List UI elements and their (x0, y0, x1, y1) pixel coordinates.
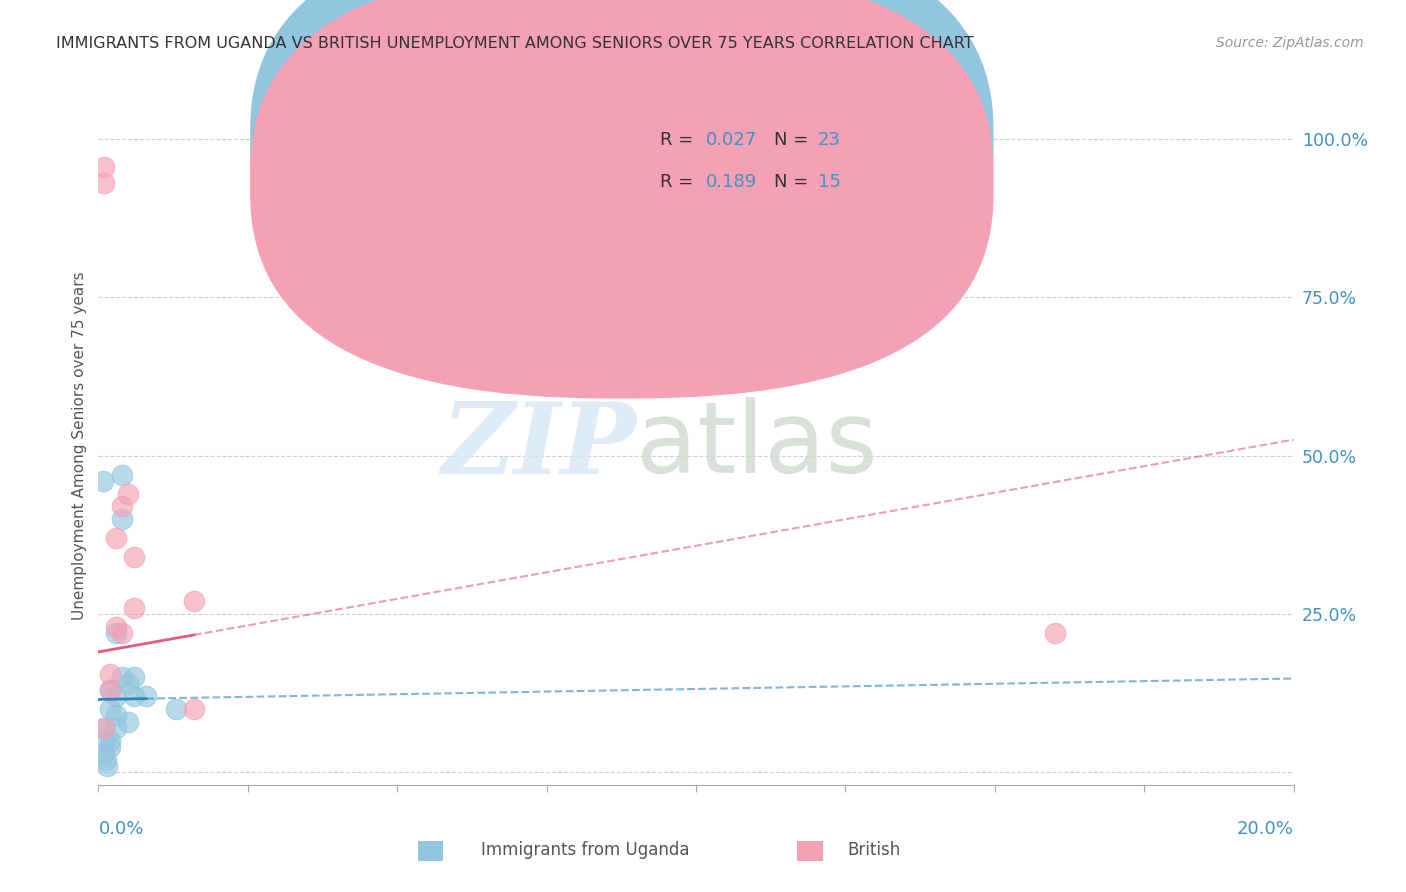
Point (98, 667, 122, 681)
Point (183, 594, 205, 608)
Text: 0.027: 0.027 (706, 130, 756, 149)
Y-axis label: Unemployment Among Seniors over 75 years: Unemployment Among Seniors over 75 years (72, 272, 87, 620)
Text: 15: 15 (818, 173, 841, 191)
Point (91, 474, 114, 488)
Point (93, 733, 115, 747)
Text: 20.0%: 20.0% (1237, 820, 1294, 838)
Text: 0.189: 0.189 (706, 173, 756, 191)
Text: British: British (848, 841, 901, 859)
Point (111, 670, 134, 684)
Point (93, 176, 115, 190)
Point (96, 759, 118, 773)
Point (98, 702, 122, 716)
Text: N =: N = (773, 173, 814, 191)
Point (135, 690, 157, 704)
Point (117, 714, 139, 729)
Point (105, 708, 128, 723)
Point (183, 702, 205, 716)
Point (124, 690, 146, 704)
Point (105, 721, 128, 735)
Point (93, 160, 115, 174)
Point (165, 702, 187, 716)
Point (117, 676, 139, 690)
Point (111, 512, 134, 526)
Point (105, 619, 128, 633)
Point (105, 531, 128, 545)
Text: Immigrants from Uganda: Immigrants from Uganda (481, 841, 689, 859)
Text: IMMIGRANTS FROM UGANDA VS BRITISH UNEMPLOYMENT AMONG SENIORS OVER 75 YEARS CORRE: IMMIGRANTS FROM UGANDA VS BRITISH UNEMPL… (56, 36, 974, 51)
FancyBboxPatch shape (250, 0, 994, 399)
Point (105, 690, 128, 704)
Point (98, 682, 122, 697)
FancyBboxPatch shape (582, 111, 863, 216)
Text: atlas: atlas (637, 398, 877, 494)
Point (111, 499, 134, 513)
Text: Source: ZipAtlas.com: Source: ZipAtlas.com (1216, 36, 1364, 50)
Point (93, 746, 115, 760)
Point (124, 549, 146, 564)
Point (111, 467, 134, 482)
Point (124, 670, 146, 684)
Text: R =: R = (661, 130, 699, 149)
FancyBboxPatch shape (250, 0, 994, 358)
Point (94, 753, 117, 767)
Point (124, 600, 146, 615)
Text: R =: R = (661, 173, 699, 191)
Text: 23: 23 (818, 130, 841, 149)
Point (98, 739, 122, 754)
Text: ZIP: ZIP (441, 398, 637, 494)
Point (117, 486, 139, 500)
Text: N =: N = (773, 130, 814, 149)
Point (93, 721, 115, 735)
Point (111, 626, 134, 640)
Point (105, 626, 128, 640)
Point (98, 682, 122, 697)
Point (1043, 626, 1066, 640)
Text: 0.0%: 0.0% (98, 820, 143, 838)
Point (98, 733, 122, 747)
Point (93, 721, 115, 735)
